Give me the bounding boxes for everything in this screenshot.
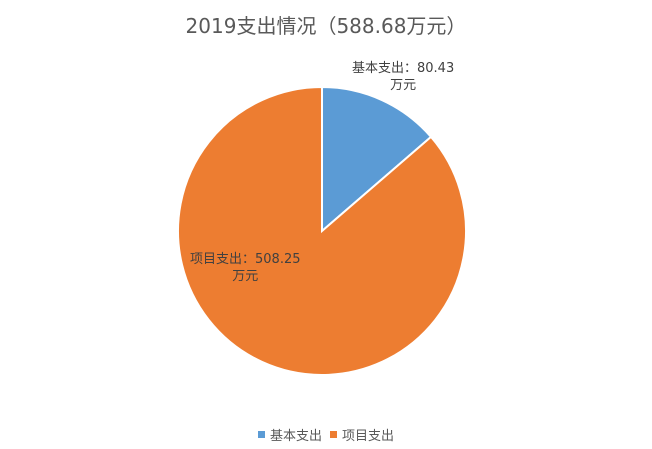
data-label-basic-value: 基本支出：80.43 xyxy=(352,61,455,76)
legend-item-basic: 基本支出 xyxy=(257,425,322,444)
data-label-basic: 基本支出：80.43 万元 xyxy=(352,60,454,94)
data-label-project: 项目支出：508.25 万元 xyxy=(190,251,301,285)
pie-slice-0 xyxy=(321,85,433,234)
legend-swatch-basic xyxy=(257,431,265,438)
legend: 基本支出 项目支出 xyxy=(0,425,652,444)
data-label-project-value: 项目支出：508.25 xyxy=(190,252,301,267)
pie-slice-1 xyxy=(177,85,467,376)
legend-item-project: 项目支出 xyxy=(330,425,394,444)
chart-title: 2019支出情况（588.68万元） xyxy=(185,14,467,38)
legend-label-project: 项目支出 xyxy=(342,429,395,444)
data-label-basic-unit: 万元 xyxy=(390,78,417,93)
legend-swatch-project xyxy=(330,431,337,438)
data-label-project-unit: 万元 xyxy=(232,269,259,284)
legend-label-basic: 基本支出 xyxy=(269,429,322,444)
